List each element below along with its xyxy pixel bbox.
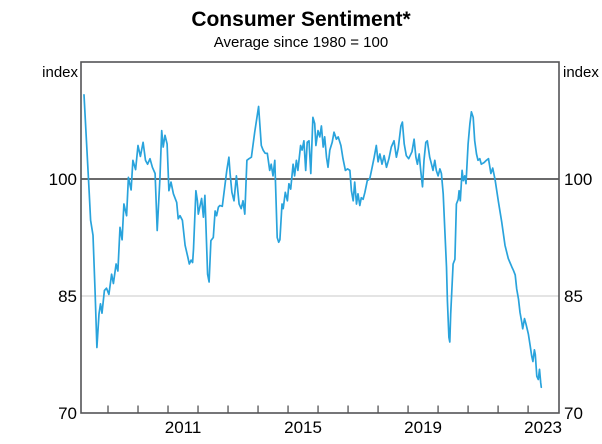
plot-frame xyxy=(80,61,560,414)
consumer-sentiment-line xyxy=(83,93,543,389)
x-year-label-2023: 2023 xyxy=(524,418,562,437)
y-tick-label-left-100: 100 xyxy=(49,170,77,189)
x-year-label-2019: 2019 xyxy=(404,418,442,437)
x-year-label-2015: 2015 xyxy=(284,418,322,437)
left-axis-unit-label: index xyxy=(42,64,78,81)
x-year-label-2011: 2011 xyxy=(165,418,202,437)
y-tick-label-right-70: 70 xyxy=(564,404,583,423)
chart-title: Consumer Sentiment* xyxy=(191,8,411,31)
y-tick-label-right-100: 100 xyxy=(564,170,592,189)
y-tick-label-left-85: 85 xyxy=(58,287,77,306)
right-axis-unit-label: index xyxy=(563,64,599,81)
y-tick-label-left-70: 70 xyxy=(58,404,77,423)
y-tick-label-right-85: 85 xyxy=(564,287,583,306)
chart-subtitle: Average since 1980 = 100 xyxy=(213,34,389,51)
